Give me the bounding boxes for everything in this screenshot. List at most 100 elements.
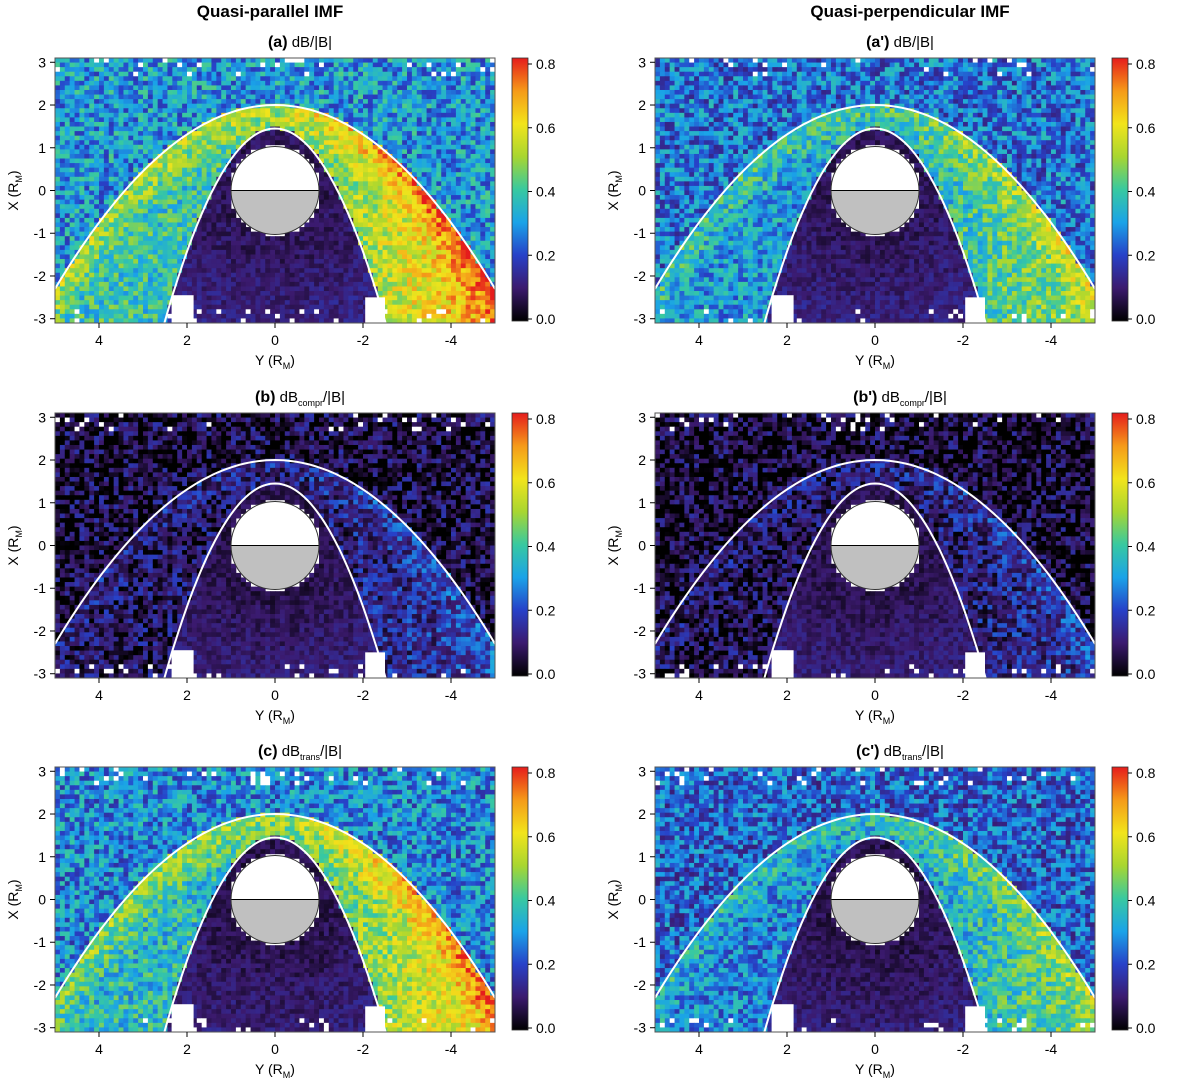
y-axis-label: X (RM) xyxy=(5,525,24,565)
boundaries xyxy=(655,812,1095,1032)
colorbar-tick-label: 0.4 xyxy=(1136,539,1156,555)
colorbar-tick-label: 0.6 xyxy=(1136,475,1156,491)
boundaries xyxy=(655,103,1095,323)
y-tick-label: 1 xyxy=(38,849,46,865)
panel-quantity-suffix: /|B| xyxy=(922,743,944,760)
colorbar-tick-label: 0.4 xyxy=(536,184,556,200)
y-axis-label-close: ) xyxy=(5,525,21,530)
y-axis-label-close: ) xyxy=(605,525,621,530)
y-tick-label: -1 xyxy=(634,580,647,596)
y-axis-label: X (RM) xyxy=(5,170,24,210)
y-axis-label-subscript: M xyxy=(14,530,24,538)
colorbar-tick-label: 0.8 xyxy=(536,765,556,781)
x-tick-label: -4 xyxy=(445,332,458,348)
colorbar-tick-label: 0.2 xyxy=(536,602,556,618)
y-axis-label: X (RM) xyxy=(605,525,624,565)
x-axis-label-close: ) xyxy=(290,707,295,723)
x-axis-label-main: Y (R xyxy=(255,352,283,368)
panel-quantity-subscript: compr xyxy=(298,398,323,408)
y-tick-label: -1 xyxy=(34,225,47,241)
y-tick-label: -1 xyxy=(634,934,647,950)
panel-title: (a) dB/|B| xyxy=(0,34,600,52)
y-tick-label: -3 xyxy=(634,311,647,327)
x-tick-label: 0 xyxy=(871,1041,879,1057)
empty-bins-dawn xyxy=(771,1004,794,1032)
y-axis-label-close: ) xyxy=(605,879,621,884)
panel-title: (b) dBcompr/|B| xyxy=(0,389,600,408)
colorbar xyxy=(1111,766,1129,1031)
y-tick-label: -2 xyxy=(634,977,647,993)
x-axis-label-main: Y (R xyxy=(855,1061,883,1077)
y-tick-label: 0 xyxy=(38,538,46,554)
y-tick-label: 3 xyxy=(638,409,646,425)
y-tick-label: -2 xyxy=(34,977,47,993)
colorbar-tick-label: 0.8 xyxy=(1136,765,1156,781)
y-tick-label: -3 xyxy=(34,1020,47,1036)
y-tick-label: 0 xyxy=(38,892,46,908)
x-tick-label: 4 xyxy=(95,687,103,703)
colorbar xyxy=(1111,57,1129,322)
colorbar-tick-label: 0.0 xyxy=(1136,1020,1156,1036)
x-axis-label: Y (RM) xyxy=(855,352,895,371)
x-tick-label: 4 xyxy=(95,1041,103,1057)
boundaries xyxy=(55,103,495,323)
colorbar-tick-label: 0.4 xyxy=(536,893,556,909)
panel-label: (b') xyxy=(853,389,877,406)
panel-quantity-suffix: /|B| xyxy=(912,34,934,51)
bow-shock-line xyxy=(55,812,495,999)
x-tick-label: -2 xyxy=(957,1041,970,1057)
planet-outline xyxy=(830,501,920,590)
y-tick-label: -3 xyxy=(34,666,47,682)
y-axis-label: X (RM) xyxy=(5,879,24,919)
panel-title: (c') dBtrans/|B| xyxy=(600,743,1200,762)
colorbar-tick-label: 0.2 xyxy=(536,956,556,972)
y-tick-label: 2 xyxy=(38,806,46,822)
boundaries xyxy=(655,458,1095,678)
planet-nightside xyxy=(231,899,319,944)
y-axis-label-subscript: M xyxy=(614,530,624,538)
boundaries xyxy=(55,812,495,1032)
y-tick-label: -1 xyxy=(34,934,47,950)
panel-quantity-subscript: trans xyxy=(300,752,320,762)
colorbar-tick-label: 0.6 xyxy=(536,829,556,845)
x-axis-label-subscript: M xyxy=(883,361,891,371)
panel-b-prime: (b') dBcompr/|B| 4 2 0 -2 -4 3 2 1 0 -1 -2 -3 Y (RM) X… xyxy=(600,363,1200,726)
colorbar-tick-label: 0.8 xyxy=(1136,411,1156,427)
x-axis-label-close: ) xyxy=(890,707,895,723)
panel-label: (b) xyxy=(255,389,275,406)
colorbar xyxy=(511,412,529,677)
panel-c: (c) dBtrans/|B| 4 2 0 -2 -4 3 2 1 0 -1 -2 -3 Y (RM) X … xyxy=(0,717,600,1080)
x-tick-label: 4 xyxy=(95,332,103,348)
y-tick-label: 1 xyxy=(38,140,46,156)
panel-quantity-subscript: compr xyxy=(900,398,925,408)
panel-b: (b) dBcompr/|B| 4 2 0 -2 -4 3 2 1 0 -1 -2 -3 Y (RM) X … xyxy=(0,363,600,726)
colorbar xyxy=(511,766,529,1031)
planet-outline xyxy=(830,855,920,944)
bow-shock-line xyxy=(655,103,1095,290)
magnetopause-line xyxy=(163,482,387,678)
panel-quantity: dB xyxy=(879,743,902,760)
y-tick-label: 2 xyxy=(638,97,646,113)
bow-shock-line xyxy=(55,458,495,645)
heatmap-cells xyxy=(55,767,495,1032)
colorbar xyxy=(511,57,529,322)
column-title-right: Quasi-perpendicular IMF xyxy=(760,2,1060,22)
x-axis-label-subscript: M xyxy=(883,716,891,726)
colorbar-tick-label: 0.2 xyxy=(1136,602,1156,618)
heatmap-cells xyxy=(655,413,1095,678)
colorbar-tick-label: 0.0 xyxy=(536,311,556,327)
y-tick-label: 3 xyxy=(638,54,646,70)
y-tick-label: 2 xyxy=(38,97,46,113)
panel-c-prime: (c') dBtrans/|B| 4 2 0 -2 -4 3 2 1 0 -1 -2 -3 Y (RM) X… xyxy=(600,717,1200,1080)
y-axis-label-main: X (R xyxy=(605,538,621,566)
y-tick-label: 1 xyxy=(38,495,46,511)
x-axis-label: Y (RM) xyxy=(255,1061,295,1080)
x-tick-label: 2 xyxy=(183,687,191,703)
panel-quantity: dB xyxy=(278,743,300,760)
y-axis-label-subscript: M xyxy=(614,175,624,183)
x-tick-label: 4 xyxy=(695,687,703,703)
x-tick-label: -4 xyxy=(1045,332,1058,348)
x-tick-label: -2 xyxy=(357,332,370,348)
